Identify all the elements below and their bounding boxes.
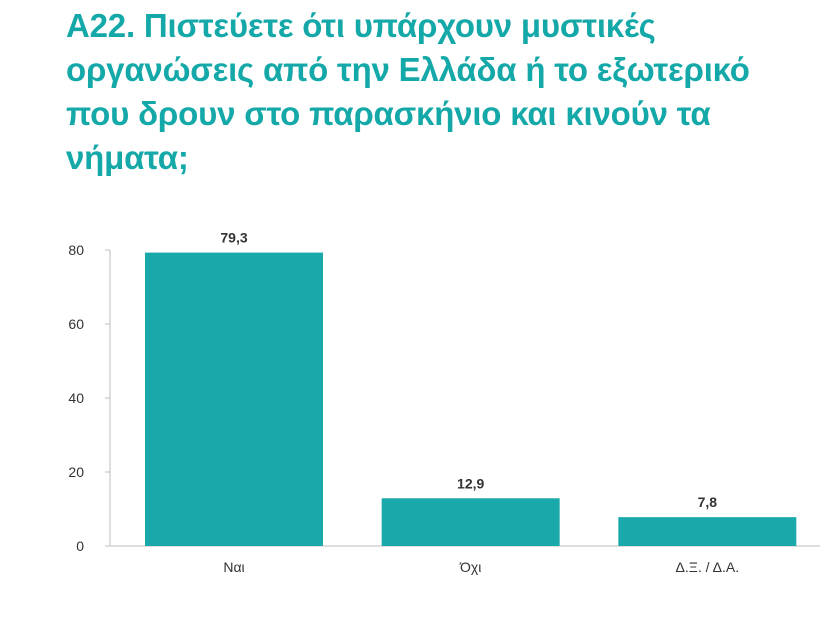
- category-label: Δ.Ξ. / Δ.Α.: [676, 559, 740, 575]
- bar-value-label: 79,3: [220, 230, 247, 246]
- data-labels: 79,3 12,9 7,8: [220, 230, 717, 511]
- bar-value-label: 7,8: [698, 494, 718, 510]
- bar: [145, 252, 323, 546]
- bar: [618, 517, 797, 546]
- y-tick-label: 80: [68, 242, 84, 258]
- y-tick-label: 0: [76, 538, 84, 554]
- bar-series: [145, 252, 797, 546]
- category-label: Ναι: [223, 559, 244, 575]
- category-labels: Ναι Όχι Δ.Ξ. / Δ.Α.: [223, 559, 739, 575]
- y-tick-label: 40: [68, 390, 84, 406]
- y-axis-ticks: 0 20 40 60 80: [68, 242, 110, 554]
- bar: [381, 498, 560, 546]
- bar-value-label: 12,9: [457, 475, 484, 491]
- y-tick-label: 60: [68, 316, 84, 332]
- chart-title: Α22. Πιστεύετε ότι υπάρχουν μυστικές οργ…: [66, 7, 750, 176]
- category-label: Όχι: [459, 559, 481, 575]
- y-tick-label: 20: [68, 464, 84, 480]
